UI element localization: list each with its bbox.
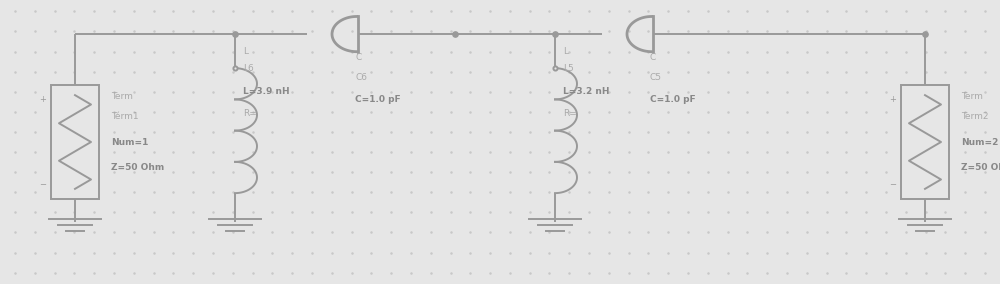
Text: L6: L6 (243, 64, 254, 73)
Text: −: − (39, 180, 46, 189)
Text: L=3.9 nH: L=3.9 nH (243, 87, 290, 96)
Text: C: C (355, 53, 361, 62)
Text: Num=2: Num=2 (961, 137, 998, 147)
Text: C6: C6 (355, 72, 367, 82)
Text: R=: R= (243, 109, 257, 118)
Text: +: + (39, 95, 46, 104)
Text: +: + (889, 95, 896, 104)
Text: Term: Term (111, 92, 133, 101)
Text: L=3.2 nH: L=3.2 nH (563, 87, 610, 96)
Bar (51, 85, 99, 199)
Text: L: L (243, 47, 248, 56)
Text: C=1.0 pF: C=1.0 pF (355, 95, 401, 104)
Text: Term2: Term2 (961, 112, 989, 121)
Text: C5: C5 (650, 72, 662, 82)
Text: Z=50 Ohm: Z=50 Ohm (961, 163, 1000, 172)
Text: Z=50 Ohm: Z=50 Ohm (111, 163, 164, 172)
Bar (901, 85, 949, 199)
Text: L: L (563, 47, 568, 56)
Text: C=1.0 pF: C=1.0 pF (650, 95, 696, 104)
Text: Num=1: Num=1 (111, 137, 148, 147)
Text: C: C (650, 53, 656, 62)
Text: Term: Term (961, 92, 983, 101)
Text: L5: L5 (563, 64, 574, 73)
Text: −: − (889, 180, 896, 189)
Text: R=: R= (563, 109, 577, 118)
Text: Térm1: Térm1 (111, 112, 139, 121)
